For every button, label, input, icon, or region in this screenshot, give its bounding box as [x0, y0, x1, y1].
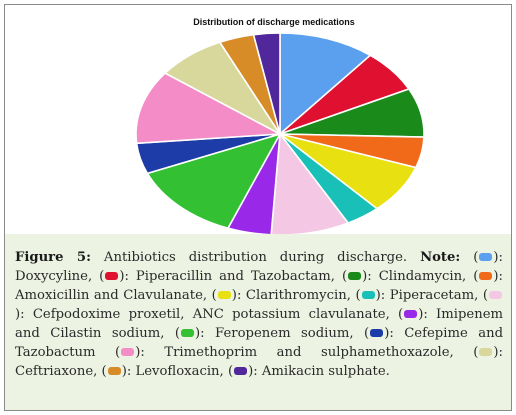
legend-swatch-11 — [121, 347, 135, 356]
caption-panel: Figure 5: Antibiotics distribution durin… — [5, 234, 511, 410]
legend-swatch-12 — [479, 347, 493, 356]
legend-label-1: Doxycyline, — [15, 269, 93, 284]
legend-swatch-1 — [479, 252, 493, 261]
figure-frame: Distribution of discharge medications Fi… — [4, 4, 512, 411]
legend-swatch-9 — [181, 328, 195, 337]
legend-swatch-8 — [404, 309, 418, 318]
legend-label-10: Cefepime and Tazobactum — [15, 326, 504, 360]
legend-swatch-10 — [370, 328, 384, 337]
legend-label-8: Imipenem and Cilastin sodium, — [15, 307, 504, 341]
figure-caption: Figure 5: Antibiotics distribution durin… — [15, 248, 503, 381]
legend-label-2: Piperacillin and Tazobactam, — [135, 269, 335, 284]
legend-label-9: Feropenem sodium, — [215, 326, 354, 341]
note-label: Note: — [420, 250, 461, 265]
pie-slice-7 — [270, 131, 350, 234]
legend-label-12: Ceftriaxone, — [15, 364, 98, 379]
pie-slice-14 — [252, 32, 281, 135]
pie-slices — [135, 32, 425, 234]
legend-label-7: Cefpodoxime proxetil, ANC potassium clav… — [32, 307, 390, 322]
legend-label-13: Levofloxacin, — [135, 364, 224, 379]
legend-label-3: Clindamycin, — [378, 269, 467, 284]
legend-swatch-5 — [217, 290, 231, 299]
pie-slice-9 — [146, 132, 282, 230]
legend-swatch-3 — [348, 271, 362, 280]
pie-slice-11 — [135, 72, 283, 145]
figure-label: Figure 5: — [15, 250, 91, 265]
legend-swatch-2 — [105, 271, 119, 280]
chart-panel: Distribution of discharge medications — [6, 6, 510, 234]
caption-text: Antibiotics distribution during discharg… — [103, 250, 408, 265]
legend-swatch-14 — [234, 366, 248, 375]
legend-swatch-13 — [107, 366, 121, 375]
legend-swatch-6 — [361, 290, 375, 299]
caption-legend: (): Doxycyline, (): Piperacillin and Taz… — [15, 250, 504, 379]
chart-title: Distribution of discharge medications — [193, 17, 355, 27]
pie-chart: Distribution of discharge medications — [135, 17, 425, 234]
legend-swatch-4 — [479, 271, 493, 280]
pie-slice-1 — [279, 32, 372, 136]
legend-label-14: Amikacin sulphate. — [261, 364, 390, 379]
legend-label-11: Trimethoprim and sulphamethoxazole, — [164, 345, 454, 360]
legend-swatch-7 — [489, 290, 502, 299]
legend-label-6: Piperacetam, — [389, 288, 479, 303]
legend-label-4: Amoxicillin and Clavulanate, — [15, 288, 208, 303]
legend-label-5: Clarithromycin, — [245, 288, 351, 303]
